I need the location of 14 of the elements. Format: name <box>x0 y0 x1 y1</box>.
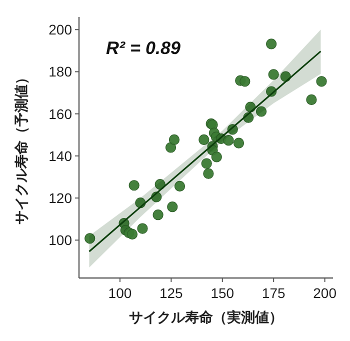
x-tick-label: 175 <box>262 285 286 301</box>
y-tick-label: 120 <box>48 190 72 206</box>
annotation: R² = 0.89 <box>106 38 181 58</box>
y-tick-label: 100 <box>48 232 72 248</box>
x-tick-label: 125 <box>160 285 184 301</box>
y-tick-label: 200 <box>48 22 72 38</box>
x-tick-label: 150 <box>210 285 234 301</box>
y-tick-label: 160 <box>48 106 72 122</box>
y-tick-label: 180 <box>48 64 72 80</box>
y-axis-title: サイクル寿命（予測値） <box>13 70 29 224</box>
x-tick-label: 100 <box>108 285 132 301</box>
x-axis-title: サイクル寿命（実測値） <box>129 309 283 325</box>
y-tick-label: 140 <box>48 148 72 164</box>
x-tick-label: 200 <box>313 285 337 301</box>
